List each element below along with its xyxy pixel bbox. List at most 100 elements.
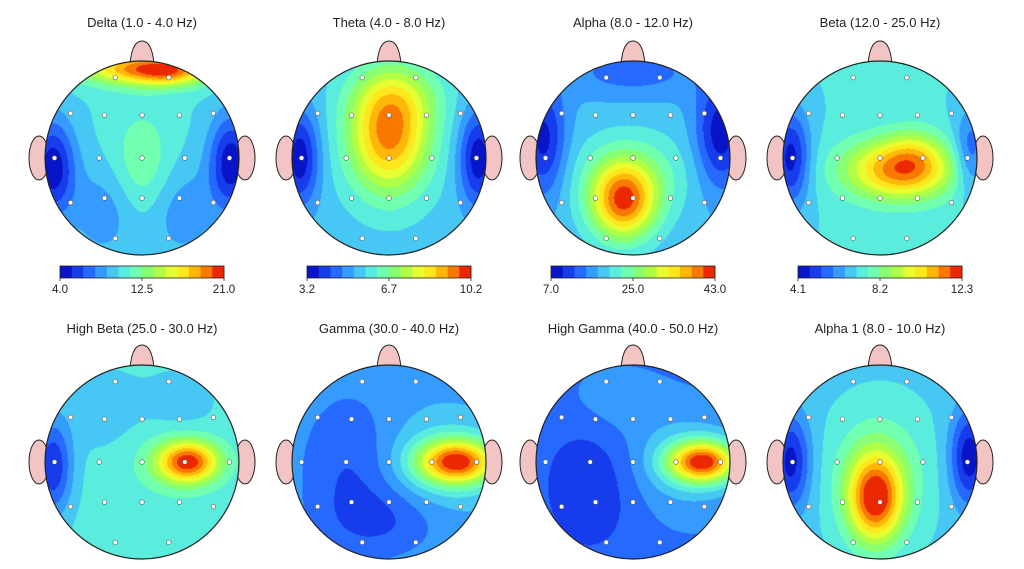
electrode-marker [839, 499, 846, 505]
colorbar-segment [891, 266, 904, 278]
electrode-marker [348, 499, 355, 505]
colorbar: 4.1 8.2 12.3 [790, 265, 973, 296]
electrode-marker [657, 235, 663, 241]
electrode-marker [806, 110, 812, 116]
colorbar-segment [915, 266, 928, 278]
electrode-marker [315, 414, 321, 420]
electrode-marker [948, 110, 954, 116]
map-title: Theta (4.0 - 8.0 Hz) [333, 15, 446, 30]
electrode-marker [457, 200, 463, 206]
map-title: Beta (12.0 - 25.0 Hz) [820, 15, 941, 30]
electrode-marker [914, 499, 921, 505]
electrode-marker [413, 75, 419, 81]
electrode-marker [68, 110, 74, 116]
electrode-marker [630, 195, 636, 201]
electrode-marker [559, 414, 565, 420]
colorbar-segment [95, 266, 108, 278]
electrode-marker [701, 200, 707, 206]
colorbar-segment [691, 266, 704, 278]
colorbar-segment [668, 266, 681, 278]
electrode-marker [139, 112, 145, 118]
head-outline [782, 60, 978, 256]
electrode-marker [877, 416, 883, 422]
topomap-1: Delta (1.0 - 4.0 Hz) 4.0 12.5 21.0 [28, 15, 256, 296]
colorbar-segment [656, 266, 669, 278]
electrode-marker [964, 459, 971, 465]
colorbar-min-label: 7.0 [543, 284, 559, 296]
colorbar-mid-label: 12.5 [131, 284, 153, 296]
electrode-marker [386, 195, 392, 201]
electrode-marker [839, 112, 846, 118]
electrode-marker [182, 155, 188, 161]
electrode-marker [717, 459, 724, 465]
electrode-marker [112, 379, 118, 385]
colorbar-segment [365, 266, 378, 278]
electrode-marker [429, 459, 435, 465]
nose-shape [376, 344, 402, 369]
electrode-marker [68, 200, 74, 206]
electrode-marker [457, 504, 463, 510]
electrode-marker [657, 75, 663, 81]
electrode-marker [630, 112, 636, 118]
electrode-marker [559, 200, 565, 206]
electrode-marker [166, 75, 172, 81]
topomap-4: Beta (12.0 - 25.0 Hz) 4.1 8.2 12.3 [766, 15, 994, 296]
electrode-marker [850, 75, 856, 81]
colorbar-segment [833, 266, 846, 278]
electrode-marker [806, 504, 812, 510]
topomap-grid: Delta (1.0 - 4.0 Hz) 4.0 12.5 21.0 Theta (4.… [28, 15, 994, 560]
electrode-marker [386, 499, 392, 505]
colorbar-segment [377, 266, 390, 278]
head-outline [44, 364, 240, 560]
electrode-marker [101, 112, 108, 118]
electrode-marker [701, 110, 707, 116]
topomap-3: Alpha (8.0 - 12.0 Hz) 7.0 25.0 43.0 [519, 15, 747, 296]
electrode-marker [850, 539, 856, 545]
electrode-marker [603, 235, 609, 241]
electrode-marker [542, 155, 549, 161]
electrode-marker [964, 155, 971, 161]
topomap-6: Gamma (30.0 - 40.0 Hz) [275, 321, 503, 560]
nose-shape [129, 344, 155, 369]
electrode-marker [603, 75, 609, 81]
electrode-marker [359, 235, 365, 241]
electrode-marker [592, 112, 599, 118]
colorbar-segment [106, 266, 119, 278]
map-title: Alpha 1 (8.0 - 10.0 Hz) [815, 321, 946, 336]
nose-shape [867, 40, 893, 65]
colorbar-segment [809, 266, 822, 278]
electrode-marker [210, 414, 216, 420]
colorbar-mid-label: 8.2 [872, 284, 888, 296]
colorbar-segment [318, 266, 331, 278]
electrode-marker [315, 200, 321, 206]
electrode-marker [559, 110, 565, 116]
colorbar-segment [926, 266, 939, 278]
electrode-marker [413, 539, 419, 545]
colorbar-segment [353, 266, 366, 278]
electrode-marker [423, 112, 430, 118]
electrode-marker [386, 112, 392, 118]
nose-shape [620, 40, 646, 65]
electrode-marker [717, 155, 724, 161]
electrode-marker [176, 112, 183, 118]
electrode-marker [701, 504, 707, 510]
colorbar-segment [586, 266, 599, 278]
electrode-marker [839, 416, 846, 422]
head-outline [291, 60, 487, 256]
electrode-marker [68, 504, 74, 510]
electrode-marker [413, 379, 419, 385]
map-title: High Beta (25.0 - 30.0 Hz) [66, 321, 217, 336]
colorbar-segment [412, 266, 425, 278]
electrode-marker [877, 499, 883, 505]
electrode-marker [667, 195, 674, 201]
colorbar-max-label: 21.0 [213, 284, 235, 296]
electrode-marker [101, 416, 108, 422]
electrode-marker [603, 379, 609, 385]
topomap-7: High Gamma (40.0 - 50.0 Hz) [519, 321, 747, 560]
electrode-marker [839, 195, 846, 201]
electrode-marker [904, 539, 910, 545]
colorbar-segment [903, 266, 916, 278]
electrode-marker [667, 112, 674, 118]
electrode-marker [920, 155, 926, 161]
electrode-marker [834, 459, 840, 465]
